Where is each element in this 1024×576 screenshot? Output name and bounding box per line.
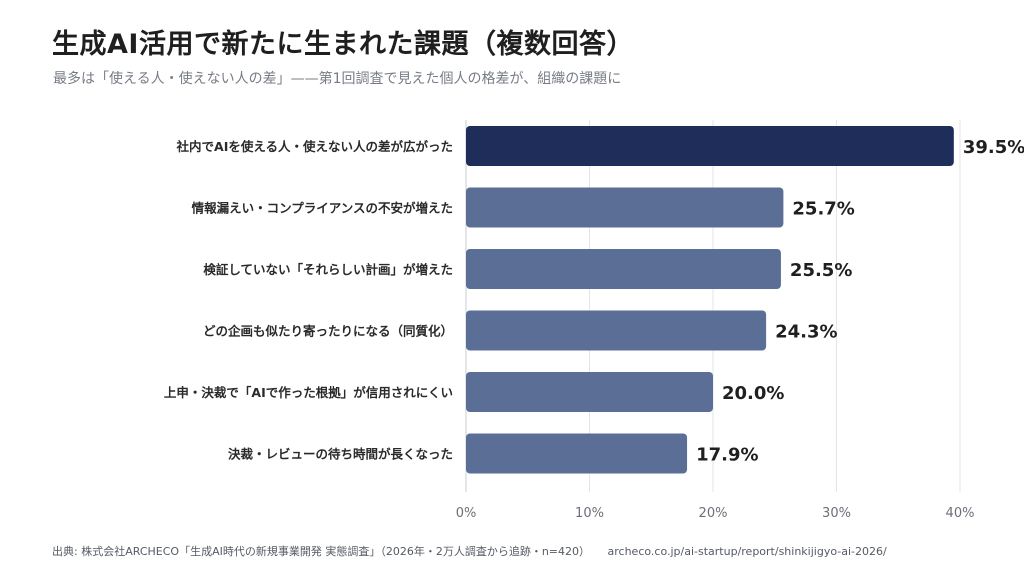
chart-title: 生成AI活用で新たに生まれた課題（複数回答）: [52, 29, 634, 60]
x-tick-label: 10%: [575, 506, 604, 521]
bar: [466, 310, 767, 351]
value-label: 25.5%: [790, 260, 852, 281]
x-tick-label: 20%: [699, 506, 728, 521]
x-tick-label: 40%: [946, 506, 975, 521]
bar: [466, 187, 784, 228]
bar: [466, 433, 688, 474]
bar: [466, 249, 781, 289]
category-label: 社内でAIを使える人・使えない人の差が広がった: [176, 139, 453, 154]
x-tick-label: 0%: [456, 506, 477, 521]
chart-subtitle: 最多は「使える人・使えない人の差」——第1回調査で見えた個人の格差が、組織の課題…: [53, 71, 622, 87]
source-note: 出典: 株式会社ARCHECO「生成AI時代の新規事業開発 実態調査」（2026…: [52, 543, 887, 559]
value-label: 17.9%: [696, 445, 758, 466]
source-url: archeco.co.jp/ai-startup/report/shinkiji…: [607, 545, 887, 558]
value-label: 39.5%: [963, 137, 1024, 158]
category-label: 情報漏えい・コンプライアンスの不安が増えた: [192, 201, 453, 216]
category-label: 決裁・レビューの待ち時間が長くなった: [228, 447, 453, 462]
value-label: 20.0%: [722, 383, 784, 404]
category-label: 上申・決裁で「AIで作った根拠」が信用されにくい: [164, 385, 453, 400]
bar: [466, 372, 713, 412]
bar: [466, 126, 954, 166]
x-tick-label: 30%: [822, 506, 851, 521]
value-label: 25.7%: [792, 199, 854, 220]
value-label: 24.3%: [775, 322, 837, 343]
source-text: 出典: 株式会社ARCHECO「生成AI時代の新規事業開発 実態調査」（2026…: [52, 545, 591, 558]
category-label: どの企画も似たり寄ったりになる（同質化）: [203, 324, 453, 339]
category-label: 検証していない「それらしい計画」が増えた: [203, 262, 453, 277]
